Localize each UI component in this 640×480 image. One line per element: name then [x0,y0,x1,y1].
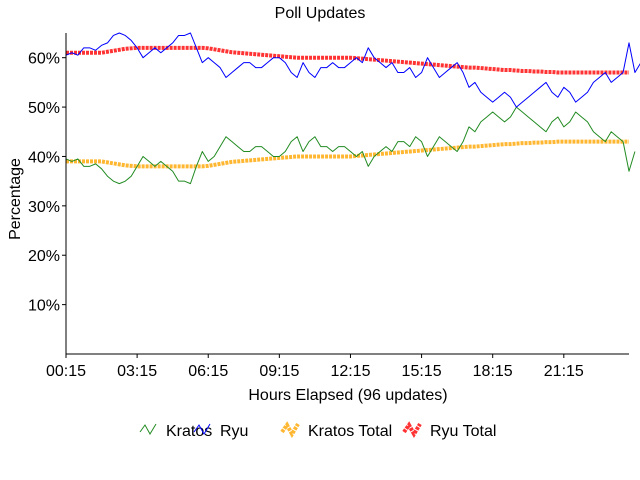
x-tick-label: 21:15 [544,363,584,380]
x-tick-label: 09:15 [259,363,299,380]
legend-swatch-ryu [193,423,211,435]
legend-item-kratos-total: Kratos Total [280,421,392,440]
series-line-kratos [65,106,636,185]
series-layer [65,32,640,185]
y-tick-label: 10% [28,298,60,315]
legend-swatch-kratos-total [280,421,300,438]
legend-swatch-ryu-total [402,421,422,438]
y-tick-label: 40% [28,149,60,166]
y-ticks: 10% 20% 30% 40% 50% 60% [28,51,66,315]
x-axis-label: Hours Elapsed (96 updates) [248,387,447,404]
x-tick-label: 03:15 [117,363,157,380]
y-tick-label: 60% [28,51,60,68]
legend-item-kratos: Kratos [139,423,212,440]
x-tick-label: 00:15 [46,363,86,380]
legend-item-ryu: Ryu [193,423,248,440]
legend-label-ryu: Ryu [220,423,248,440]
y-tick-label: 50% [28,100,60,117]
legend-label-ryu-total: Ryu Total [430,423,496,440]
legend-item-ryu-total: Ryu Total [402,421,496,440]
chart-title: Poll Updates [275,5,366,22]
series-line-ryu [65,32,640,108]
y-axis-label: Percentage [7,158,24,240]
plot-area: 10% 20% 30% 40% 50% 60% 00:15 03:15 06:15 09:15 1… [28,32,640,380]
x-tick-label: 12:15 [330,363,370,380]
legend-swatch-kratos [139,423,157,435]
series-line-ryu-total [66,45,629,75]
x-tick-label: 18:15 [473,363,513,380]
x-tick-label: 06:15 [188,363,228,380]
x-ticks: 00:15 03:15 06:15 09:15 12:15 15:15 18:15 21:15 [46,354,584,380]
y-tick-label: 20% [28,248,60,265]
y-tick-label: 30% [28,199,60,216]
series-line-kratos-total [66,139,629,169]
x-tick-label: 15:15 [402,363,442,380]
legend: Kratos Ryu Kratos Total Ryu Total [139,421,496,440]
legend-label-kratos-total: Kratos Total [308,423,392,440]
